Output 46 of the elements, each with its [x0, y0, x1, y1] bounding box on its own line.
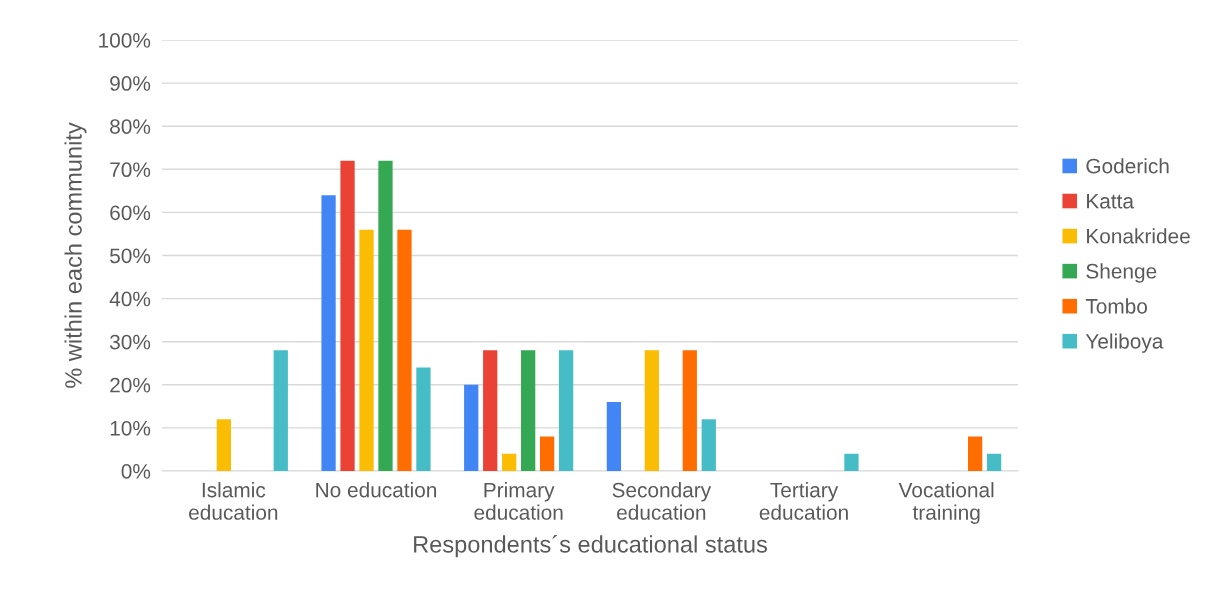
- x-tick-label: Primary education: [474, 482, 563, 520]
- y-tick-label: 50%: [110, 248, 151, 264]
- bar: [273, 350, 288, 471]
- y-axis-title: % within each community: [64, 122, 87, 388]
- legend-label: Katta: [1087, 193, 1134, 209]
- x-tick-label: Islamic education: [189, 482, 278, 520]
- x-tick-label: No education: [316, 482, 437, 498]
- y-tick-label: 10%: [110, 420, 151, 436]
- bar: [378, 160, 393, 471]
- bar: [558, 350, 574, 471]
- bar: [701, 419, 716, 471]
- x-tick-label: Tertiary education: [759, 482, 848, 520]
- y-tick-label: 90%: [110, 76, 151, 91]
- bar: [644, 350, 659, 471]
- bar: [502, 453, 517, 471]
- bar: [540, 436, 555, 471]
- y-tick-label: 0%: [121, 464, 151, 479]
- legend-label: Yeliboya: [1085, 333, 1164, 353]
- x-axis-title: Respondents´s educational status: [414, 535, 768, 558]
- bar: [968, 436, 983, 471]
- bar: [986, 453, 1002, 471]
- bar: [464, 384, 479, 471]
- x-tick-label: Secondary education: [612, 482, 712, 520]
- bar: [397, 229, 412, 471]
- bar: [682, 350, 697, 471]
- x-tick-label: Vocational training: [898, 482, 994, 524]
- y-tick-label: 60%: [110, 205, 151, 221]
- bar: [340, 160, 355, 471]
- bar: [483, 350, 498, 471]
- bar: [844, 453, 859, 471]
- bar: [606, 402, 622, 471]
- y-tick-label: 100%: [99, 33, 151, 48]
- legend-label: Goderich: [1086, 158, 1169, 174]
- legend-label: Shenge: [1086, 263, 1157, 283]
- y-tick-label: 40%: [109, 291, 151, 307]
- legend-label: Konakridee: [1087, 228, 1190, 244]
- bar: [321, 195, 336, 471]
- bar: [521, 350, 536, 471]
- y-tick-label: 80%: [110, 119, 151, 134]
- bar: [416, 367, 431, 471]
- y-tick-label: 70%: [110, 162, 151, 178]
- y-tick-label: 30%: [109, 334, 151, 350]
- bar: [216, 419, 231, 471]
- legend-label: Tombo: [1085, 298, 1147, 314]
- bar: [359, 229, 374, 471]
- y-tick-label: 20%: [110, 377, 151, 393]
